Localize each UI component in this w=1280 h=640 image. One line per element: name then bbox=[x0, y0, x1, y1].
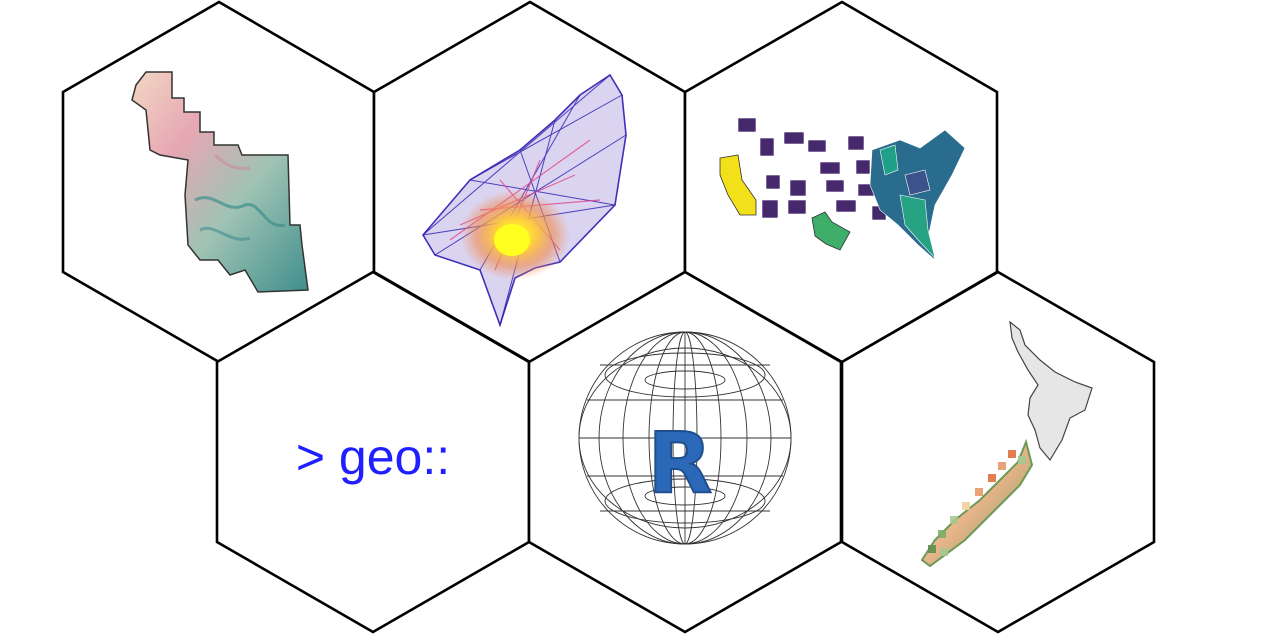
r-letter-logo: R bbox=[648, 414, 713, 512]
geo-prompt-label: > geo:: bbox=[296, 429, 450, 485]
